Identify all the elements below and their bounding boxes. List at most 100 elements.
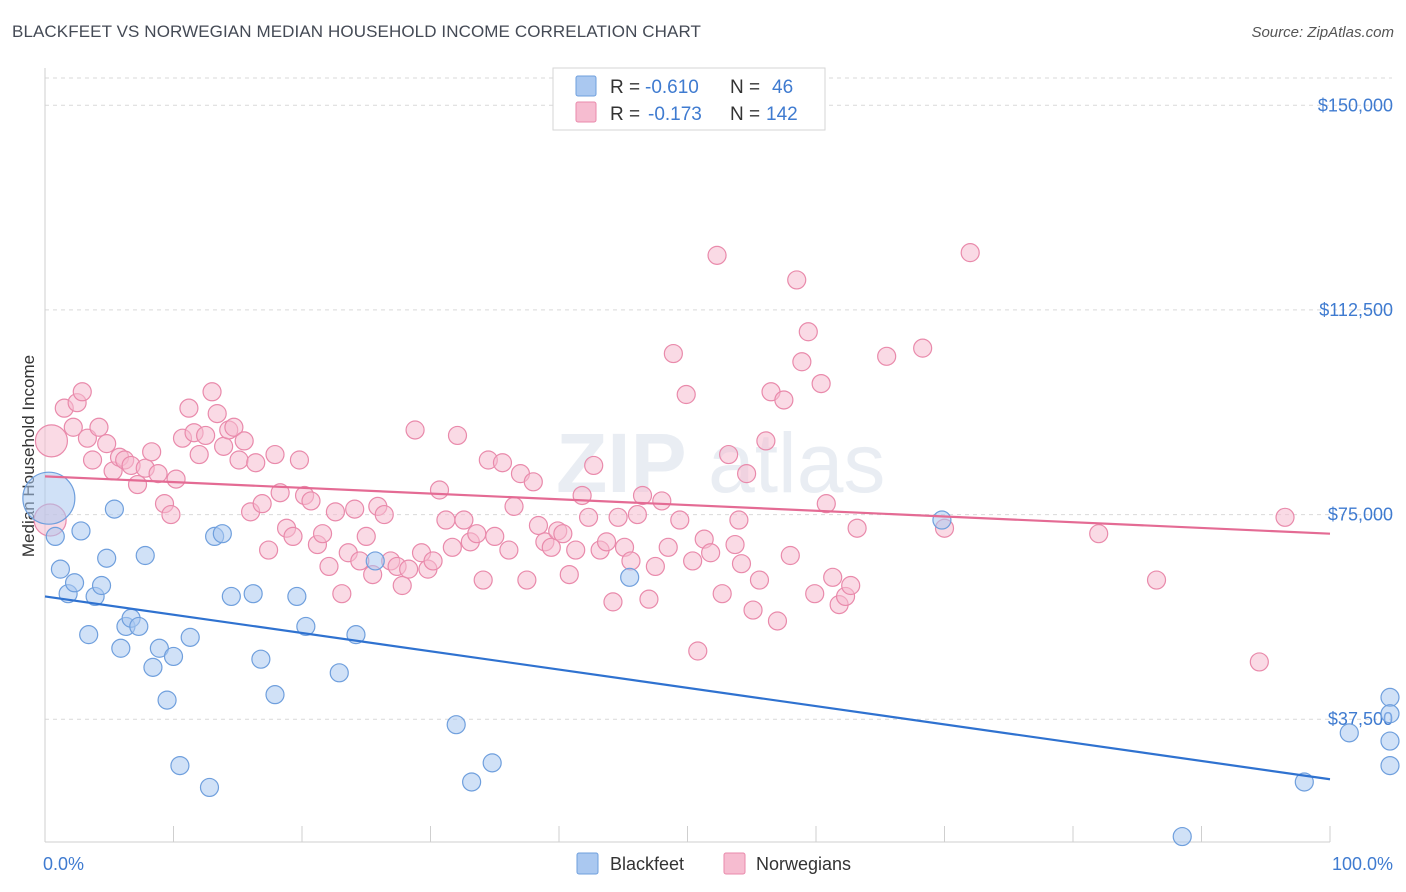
blackfeet-point: [221, 586, 241, 607]
norwegians-point: [63, 417, 83, 437]
norwegians-point: [148, 464, 168, 484]
norwegians-point: [252, 494, 272, 514]
blackfeet-point: [243, 584, 263, 604]
y-tick-label: $37,500: [1328, 709, 1393, 729]
norwegians-point: [743, 600, 763, 620]
blackfeet-point: [212, 524, 232, 544]
norwegians-point: [224, 417, 244, 437]
norwegians-point: [127, 474, 148, 495]
norwegians-point: [301, 491, 321, 511]
blackfeet-point: [620, 567, 640, 587]
norwegians-point: [707, 245, 727, 265]
blackfeet-point: [932, 510, 952, 530]
norwegians-point: [701, 543, 721, 563]
blackfeet-point: [482, 753, 502, 773]
grid-lines: [45, 77, 1392, 720]
stats-legend: R = -0.610 N = 46 R = -0.173 N = 142: [552, 67, 826, 131]
blackfeet-point: [111, 638, 131, 658]
legend-r-label-2: R =: [610, 104, 640, 125]
blackfeet-point: [135, 545, 155, 566]
norwegians-point: [454, 510, 474, 530]
norwegians-point: [712, 584, 732, 604]
blackfeet-point: [265, 685, 285, 705]
norwegians-point: [805, 584, 825, 604]
norwegians-point: [603, 592, 623, 612]
norwegians-point: [189, 444, 209, 465]
norwegians-point: [787, 270, 807, 290]
blackfeet-point: [1380, 731, 1400, 751]
norwegians-point: [319, 556, 339, 577]
norwegians-point: [688, 641, 708, 661]
blackfeet-point: [129, 616, 149, 637]
legend-swatch-blackfeet: [575, 75, 597, 97]
blackfeet-point: [296, 616, 316, 637]
norwegians-point: [578, 507, 599, 527]
blackfeet-point: [71, 521, 91, 541]
norwegians-point: [737, 464, 757, 484]
norwegians-point: [246, 453, 266, 473]
norwegians-point: [731, 554, 752, 574]
norwegians-point: [553, 524, 573, 544]
norwegians-point: [847, 518, 867, 538]
norwegians-point: [780, 545, 800, 566]
blackfeet-point: [1380, 687, 1400, 707]
blackfeet-point: [329, 663, 349, 683]
y-tick-label: $112,500: [1319, 300, 1393, 320]
blackfeet-point: [22, 471, 76, 525]
norwegians-point: [34, 424, 69, 458]
legend-r-label-1: R =: [610, 77, 640, 98]
x-tick-label-max: 100.0%: [1332, 854, 1393, 874]
norwegians-point: [405, 420, 425, 440]
y-tick-labels: $37,500 $75,000 $112,500 $150,000: [1318, 95, 1393, 729]
blackfeet-point: [157, 690, 177, 710]
norwegians-point: [423, 551, 443, 571]
norwegians-point: [399, 559, 419, 579]
norwegians-point: [756, 431, 776, 451]
source-credit: Source: ZipAtlas.com: [1251, 24, 1394, 41]
norwegians-point: [608, 507, 628, 527]
blackfeet-point: [1172, 826, 1192, 847]
legend-n-label-2: N =: [730, 104, 760, 125]
norwegians-point: [229, 450, 249, 470]
norwegians-point: [196, 425, 216, 446]
blackfeet-point: [97, 548, 117, 568]
norwegians-point: [841, 575, 861, 596]
norwegians-point: [312, 524, 333, 544]
norwegians-point: [816, 494, 836, 514]
blackfeet-point: [462, 772, 482, 792]
norwegians-point: [584, 455, 604, 476]
norwegians-point: [596, 532, 617, 552]
blackfeet-point: [79, 625, 99, 645]
norwegians-point: [392, 575, 412, 596]
blackfeet-point: [170, 755, 190, 776]
norwegians-point: [179, 398, 199, 418]
legend-r-value-2: -0.173: [648, 104, 702, 125]
blackfeet-point: [143, 657, 163, 677]
blackfeet-point: [446, 715, 466, 735]
bottom-legend-swatch-norwegians: [723, 852, 746, 875]
norwegians-point: [1249, 652, 1269, 672]
blackfeet-point: [251, 649, 271, 669]
norwegians-point: [725, 534, 745, 555]
blackfeet-point: [1380, 755, 1400, 776]
norwegians-point: [345, 499, 365, 519]
norwegians-point: [774, 390, 794, 410]
norwegians-point: [258, 540, 279, 560]
norwegians-point: [270, 483, 290, 503]
norwegians-point: [325, 502, 346, 522]
norwegians-point: [811, 374, 831, 394]
norwegians-point: [960, 243, 980, 263]
norwegians-point: [798, 322, 818, 342]
norwegians-point: [877, 346, 897, 366]
blackfeet-point: [163, 646, 184, 667]
norwegians-point: [528, 515, 549, 536]
norwegians-point: [265, 444, 285, 465]
norwegians-point: [374, 504, 394, 525]
blackfeet-point: [1294, 772, 1314, 792]
norwegians-point: [356, 526, 376, 547]
series-legend: Blackfeet Norwegians: [576, 852, 851, 875]
norwegians-point: [767, 611, 788, 631]
norwegians-point: [729, 510, 749, 530]
blackfeet-point: [199, 777, 220, 798]
norwegians-point: [523, 472, 543, 492]
